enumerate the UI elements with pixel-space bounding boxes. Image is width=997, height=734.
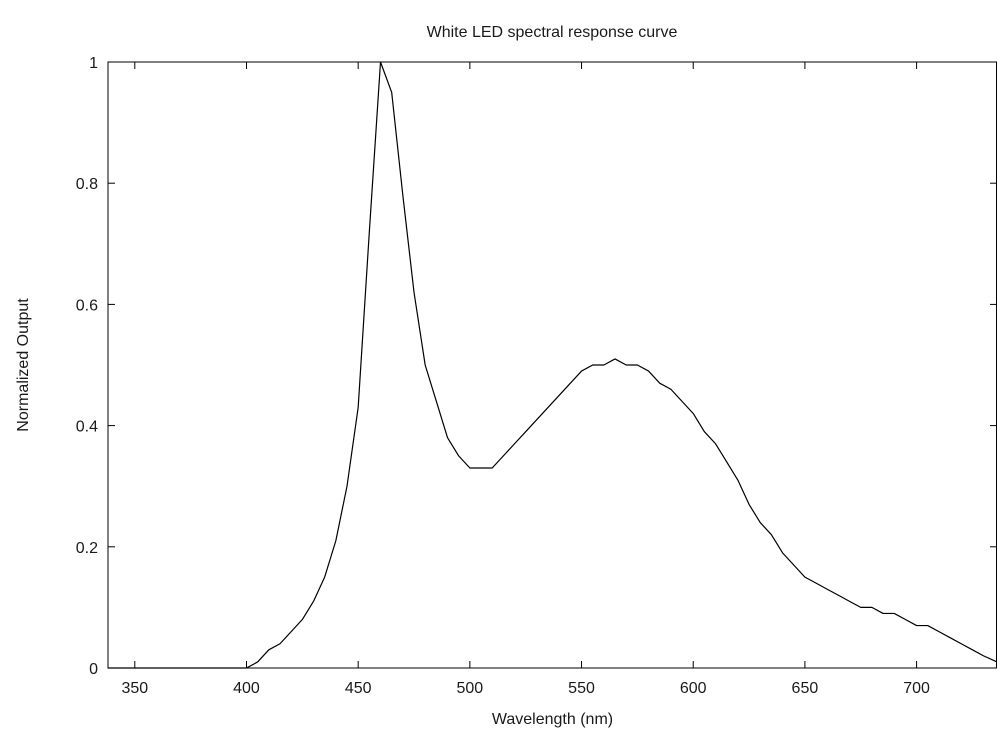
x-tick-label: 350 <box>121 680 148 697</box>
y-tick-label: 0.6 <box>76 297 98 314</box>
y-tick-label: 0 <box>89 661 98 678</box>
y-tick-label: 0.2 <box>76 540 98 557</box>
x-tick-label: 700 <box>903 680 930 697</box>
plot-frame <box>107 61 997 669</box>
y-axis: 0 0.2 0.4 0.6 0.8 1 <box>76 55 997 678</box>
x-axis-label: Wavelength (nm) <box>492 711 613 728</box>
x-tick-label: 500 <box>457 680 484 697</box>
y-tick-label: 0.8 <box>76 176 98 193</box>
x-tick-label: 400 <box>233 680 260 697</box>
x-axis: 350 400 450 500 550 600 650 700 <box>121 62 930 697</box>
y-tick-label: 1 <box>89 55 98 72</box>
y-axis-label: Normalized Output <box>15 298 32 432</box>
x-tick-label: 450 <box>345 680 372 697</box>
spectral-curve <box>108 61 997 669</box>
x-tick-label: 650 <box>792 680 819 697</box>
x-tick-label: 550 <box>568 680 595 697</box>
y-tick-label: 0.4 <box>76 419 98 436</box>
chart-title: White LED spectral response curve <box>427 24 678 41</box>
x-tick-label: 600 <box>680 680 707 697</box>
